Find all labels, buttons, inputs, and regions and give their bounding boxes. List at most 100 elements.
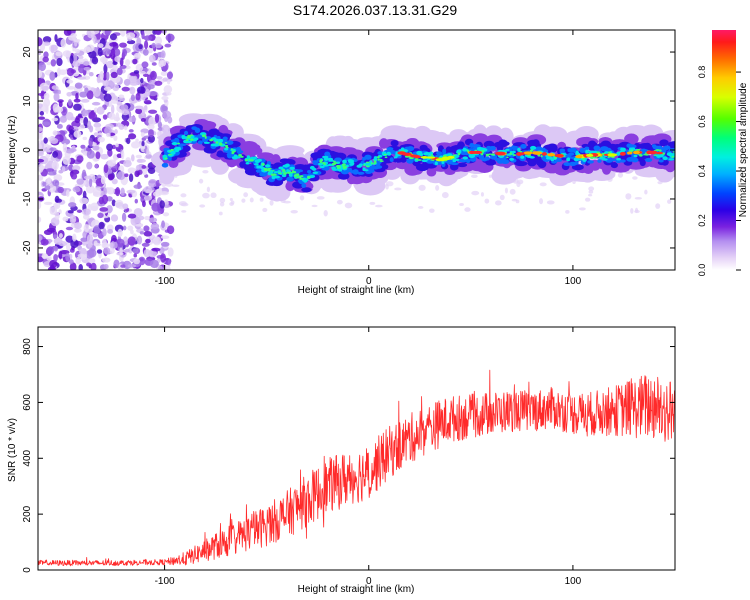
spectrogram-noise-blob xyxy=(38,158,45,163)
spectrogram-band-blob xyxy=(441,160,445,165)
spectrogram-band-blob xyxy=(331,168,338,171)
spectrogram-noise-blob xyxy=(85,184,95,194)
spectrogram-noise-blob xyxy=(86,161,93,170)
spectrogram-band-blob xyxy=(537,160,547,169)
spectrogram-band-blob xyxy=(365,165,370,168)
spectrogram-noise-blob xyxy=(52,130,58,136)
spectrogram-noise-blob xyxy=(160,71,168,76)
spectrogram-noise-blob xyxy=(92,145,100,151)
spectrogram-faint-blob xyxy=(269,200,274,206)
spectrogram-noise-blob xyxy=(86,234,94,244)
spectrogram-band-blob xyxy=(231,151,235,155)
spectrogram-band-blob xyxy=(452,154,456,157)
spectrogram-band-blob xyxy=(457,162,468,168)
spectrogram-peak-blob xyxy=(469,150,475,155)
spectrogram-band-blob xyxy=(548,145,556,151)
spectrogram-y-tick-label: 20 xyxy=(22,46,33,58)
spectrogram-noise-blob xyxy=(43,51,49,59)
spectrogram-noise-blob xyxy=(62,216,69,222)
spectrogram-noise-blob xyxy=(43,92,50,100)
spectrogram-band-blob xyxy=(328,163,333,167)
spectrogram-noise-blob xyxy=(38,216,42,223)
spectrogram-faint-blob xyxy=(249,197,254,203)
spectrogram-noise-blob xyxy=(49,259,58,269)
spectrogram-band-blob xyxy=(226,140,234,145)
spectrogram-band-blob xyxy=(563,162,571,167)
spectrogram-band-blob xyxy=(573,161,579,165)
spectrogram-band-blob xyxy=(197,140,203,145)
spectrogram-noise-blob xyxy=(134,198,138,204)
spectrogram-noise-blob xyxy=(38,133,43,140)
spectrogram-band-blob xyxy=(204,136,207,139)
spectrogram-band-blob xyxy=(389,157,394,163)
spectrogram-noise-blob xyxy=(45,153,51,159)
spectrogram-noise-blob xyxy=(120,30,126,37)
spectrogram-band-blob xyxy=(263,168,268,170)
spectrogram-noise-blob xyxy=(134,170,140,178)
spectrogram-band-blob xyxy=(610,158,617,162)
spectrogram-band-blob xyxy=(667,141,675,148)
spectrogram-noise-blob xyxy=(76,209,83,213)
spectrogram-noise-blob xyxy=(164,43,172,48)
spectrogram-noise-blob xyxy=(57,186,64,194)
spectrogram-band-blob xyxy=(253,163,259,166)
spectrogram-noise-blob xyxy=(146,84,155,90)
spectrogram-band-blob xyxy=(633,154,638,158)
spectrogram-noise-blob xyxy=(57,89,61,95)
spectrogram-band-blob xyxy=(459,159,468,163)
spectrogram-band-blob xyxy=(350,170,356,174)
spectrogram-noise-blob xyxy=(73,52,78,63)
spectrogram-faint-blob xyxy=(171,184,180,188)
spectrogram-noise-blob xyxy=(102,257,111,263)
spectrogram-band-blob xyxy=(409,156,413,160)
spectrogram-noise-blob xyxy=(119,42,127,48)
spectrogram-band-blob xyxy=(517,147,521,152)
spectrogram-band-blob xyxy=(171,141,178,146)
spectrogram-peak-blob xyxy=(626,151,633,155)
spectrogram-noise-blob xyxy=(73,98,81,103)
spectrogram-band-blob xyxy=(257,152,274,160)
spectrogram-noise-blob xyxy=(103,247,111,255)
spectrogram-band-blob xyxy=(295,176,300,179)
spectrogram-faint-blob xyxy=(635,207,639,213)
spectrogram-band-blob xyxy=(349,175,365,185)
spectrogram-band-blob xyxy=(530,145,537,150)
spectrogram-noise-blob xyxy=(58,101,63,108)
spectrogram-faint-blob xyxy=(480,192,484,197)
spectrogram-noise-blob xyxy=(117,228,123,237)
spectrogram-noise-blob xyxy=(93,122,102,128)
spectrogram-band-blob xyxy=(218,138,224,143)
spectrogram-band-blob xyxy=(663,145,671,150)
spectrogram-noise-blob xyxy=(83,175,93,180)
spectrogram-faint-blob xyxy=(667,199,672,204)
spectrogram-band-blob xyxy=(436,151,443,155)
spectrogram-noise-blob xyxy=(97,43,104,48)
spectrogram-noise-blob xyxy=(92,232,98,238)
spectrogram-noise-blob xyxy=(158,265,163,270)
spectrogram-noise-blob xyxy=(162,212,170,217)
spectrogram-band-blob xyxy=(421,159,428,163)
spectrogram-faint-blob xyxy=(470,174,478,179)
spectrogram-noise-blob xyxy=(68,259,74,265)
spectrogram-band-blob xyxy=(377,151,383,155)
spectrogram-noise-blob xyxy=(148,109,158,114)
spectrogram-noise-blob xyxy=(65,252,70,262)
spectrogram-band-blob xyxy=(379,138,389,149)
spectrogram-noise-blob xyxy=(166,71,174,80)
spectrogram-noise-blob xyxy=(139,145,146,150)
spectrogram-noise-blob xyxy=(97,136,106,143)
spectrogram-noise-blob xyxy=(154,113,160,123)
spectrogram-noise-blob xyxy=(92,87,101,98)
spectrogram-noise-blob xyxy=(62,155,71,165)
spectrogram-noise-blob xyxy=(103,93,112,102)
spectrogram-noise-blob xyxy=(40,238,49,246)
spectrogram-faint-blob xyxy=(588,190,594,194)
spectrogram-band-blob xyxy=(238,153,242,157)
spectrogram-noise-blob xyxy=(70,172,78,180)
spectrogram-faint-blob xyxy=(243,192,249,198)
spectrogram-y-tick-label: -20 xyxy=(22,240,33,255)
spectrogram-noise-blob xyxy=(106,205,113,214)
spectrogram-noise-blob xyxy=(56,150,63,160)
spectrogram-noise-blob xyxy=(115,112,120,122)
spectrogram-noise-blob xyxy=(111,199,116,207)
